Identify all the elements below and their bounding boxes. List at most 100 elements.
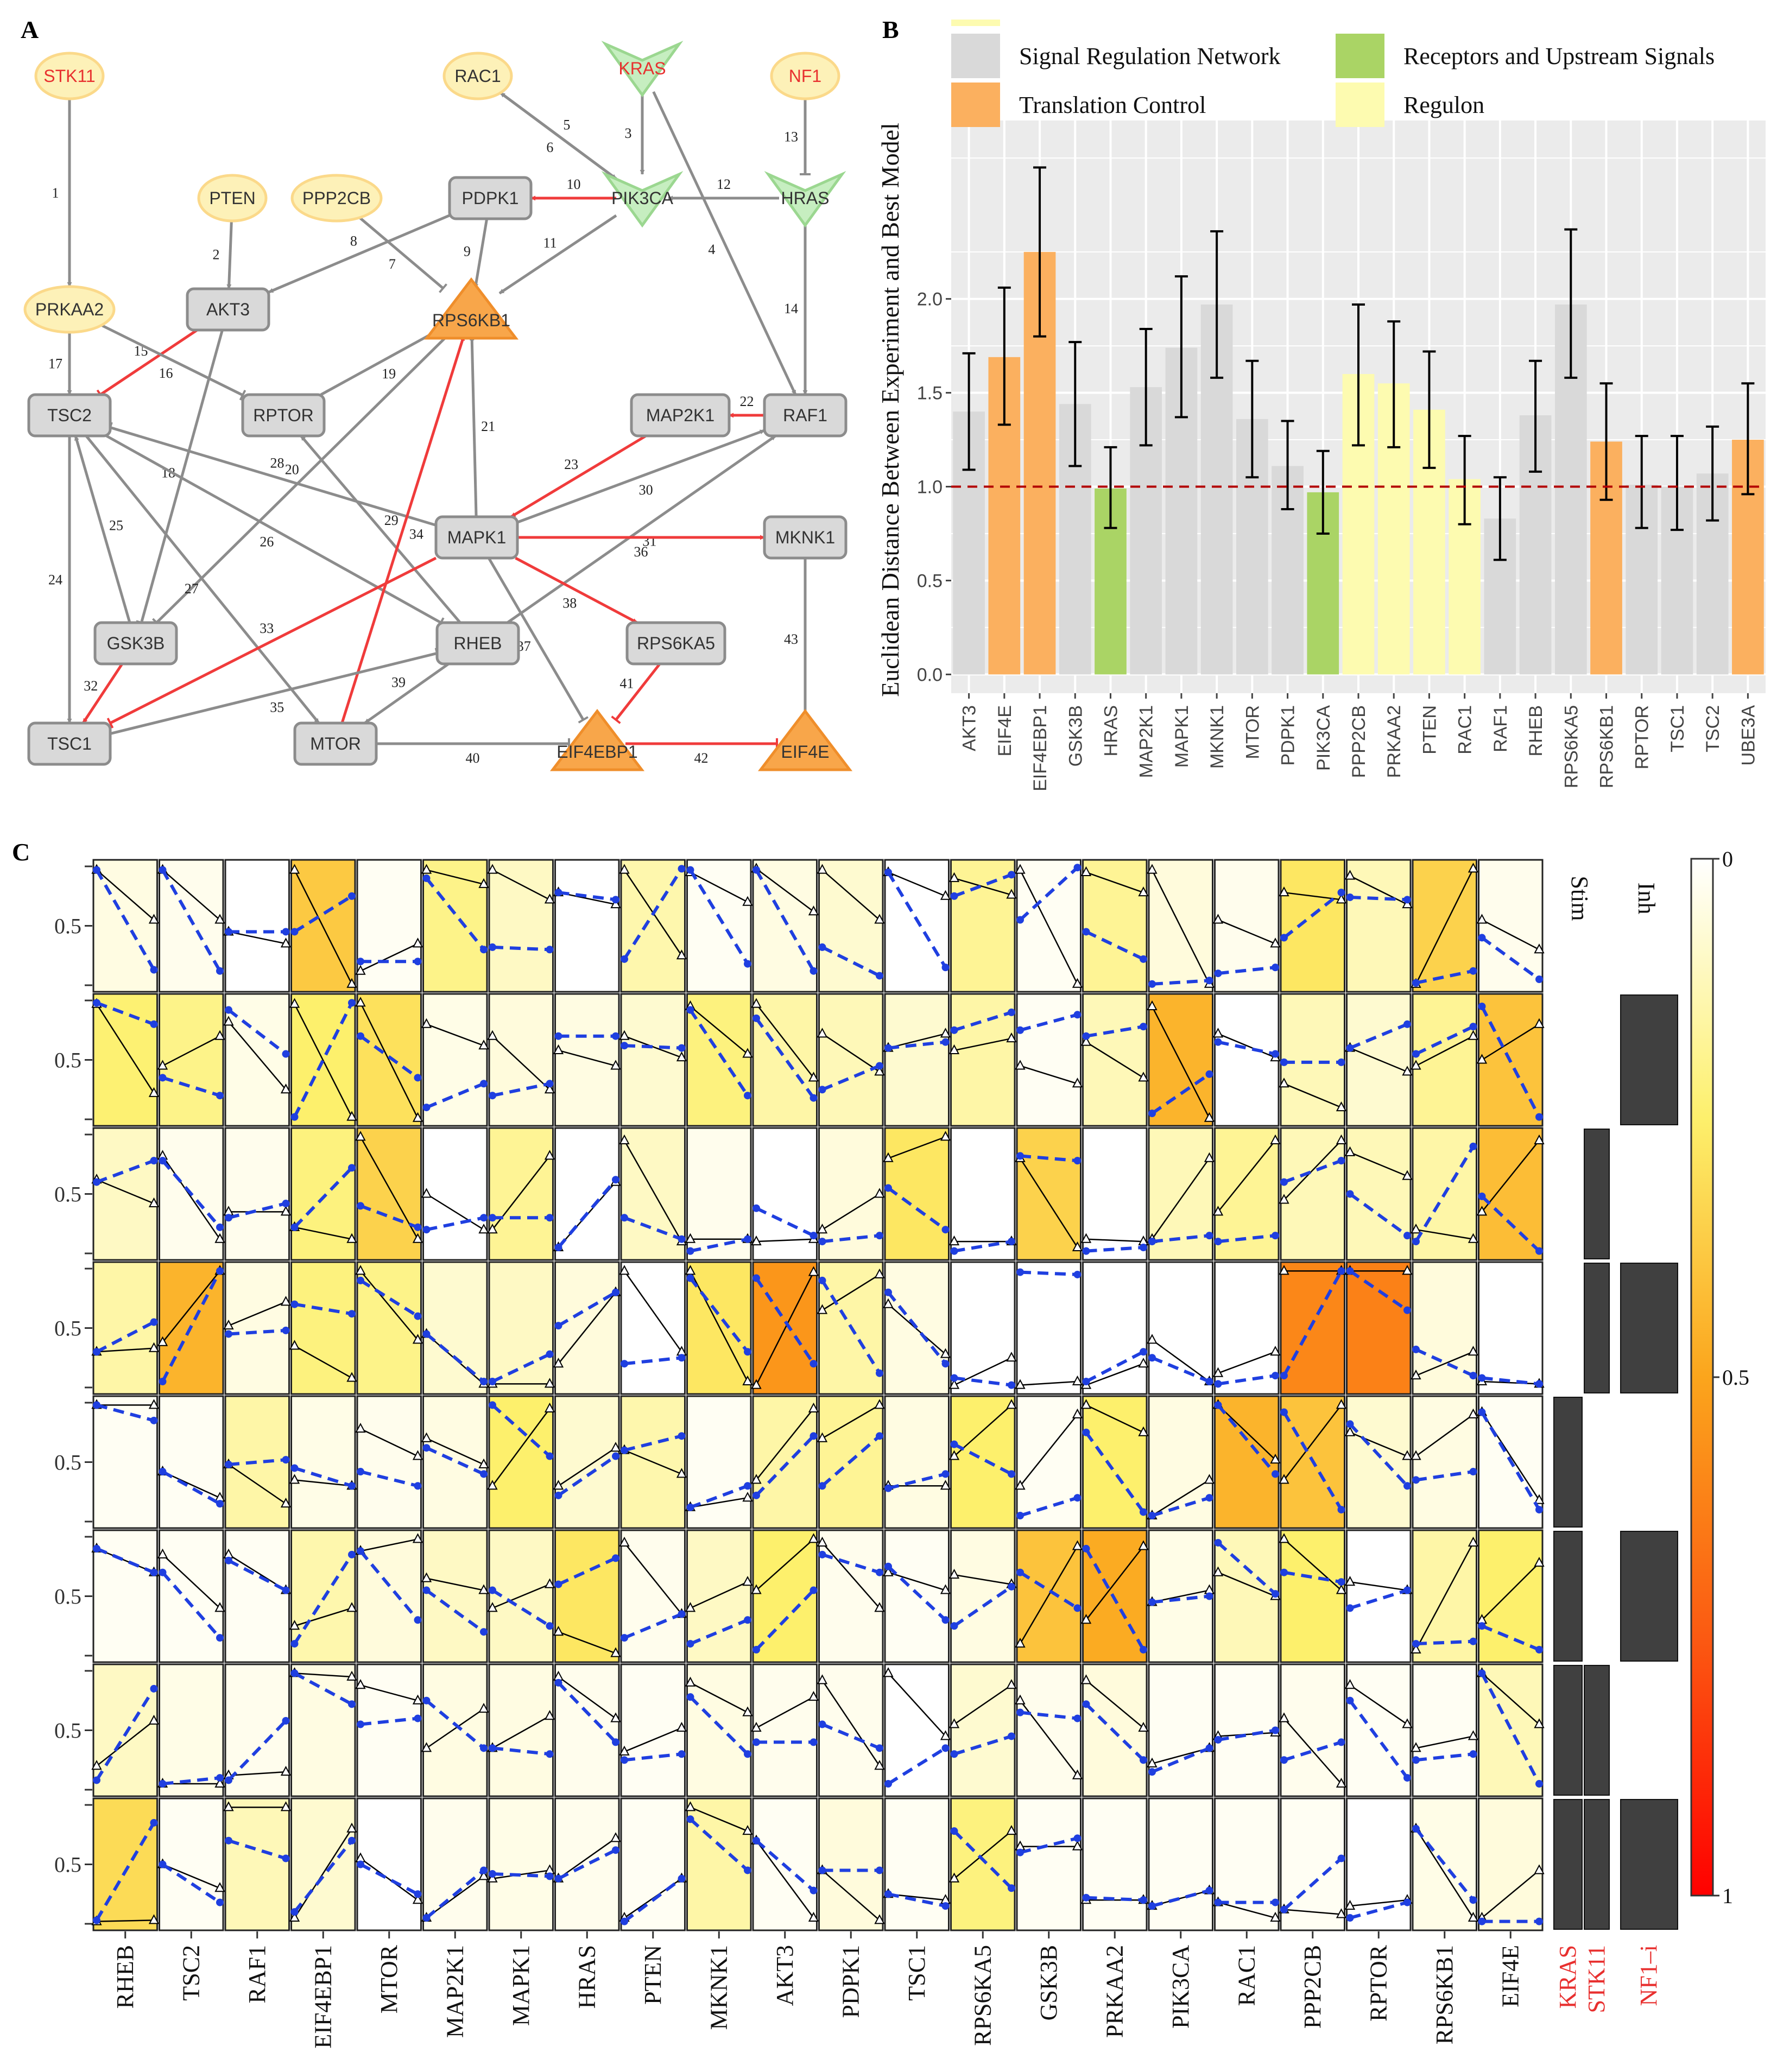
heatmap-cell [619,1663,687,1797]
experiment-point [148,914,160,924]
experiment-point [817,1432,828,1442]
model-point [1148,1902,1156,1910]
experiment-point [1476,1206,1488,1216]
model-line [227,1009,287,1055]
model-line [623,1877,683,1923]
model-point [546,1080,554,1088]
model-point [357,1468,364,1476]
model-point [282,1050,290,1058]
heatmap-cell [1147,1663,1215,1797]
model-point [1205,1070,1213,1078]
experiment-point [676,1051,687,1062]
model-point [422,1444,431,1452]
node-label-mknk1: MKNK1 [775,528,835,547]
heatmap-cell [751,1127,819,1261]
model-line [294,1466,352,1488]
experiment-line [96,1347,154,1353]
experiment-line [623,1140,682,1242]
model-point [93,1776,100,1784]
model-point [678,1044,686,1052]
model-line [425,1869,485,1919]
model-line [359,1204,419,1229]
model-point [489,1401,496,1409]
model-point [1082,1378,1090,1386]
model-point [554,1244,562,1252]
experiment-point [1534,943,1545,954]
experiment-point [610,1060,621,1070]
model-line [162,1776,220,1786]
experiment-point [289,1911,300,1922]
heatmap-cell [948,1797,1017,1931]
experiment-line [1217,1140,1276,1213]
model-point [282,928,290,936]
x-tick-label-rps6kb1: RPS6KB1 [1597,705,1617,788]
model-line [821,1553,880,1574]
experiment-point [1534,1864,1545,1874]
error-bar-rps6kb1 [1599,382,1613,501]
experiment-line [1481,919,1540,951]
model-line [1217,1404,1277,1475]
heatmap-y-tick-label: 0.5 [54,1182,81,1207]
edge-label-8: 8 [350,233,357,249]
experiment-point [940,1348,951,1358]
heatmap-cell [91,1797,160,1931]
model-point [1403,896,1411,904]
heatmap-y-tick-label: 0.5 [54,1048,81,1073]
node-map2k1: MAP2K1 [630,393,731,438]
model-line [1415,1348,1474,1377]
experiment-point [808,905,819,916]
node-label-mapk1: MAPK1 [447,528,506,547]
heatmap-cell [685,1663,753,1797]
heatmap-column-label-gsk3b: GSK3B [1035,1945,1062,2020]
experiment-point [421,1018,432,1028]
error-bar-hras [1104,446,1117,529]
heatmap-cell [1212,993,1281,1127]
model-point [554,889,562,897]
experiment-point [883,1667,894,1677]
experiment-point [355,1265,366,1275]
edge-label-6: 6 [546,140,553,155]
experiment-line [1415,1228,1474,1240]
experiment-line [1020,1414,1078,1487]
experiment-line [1283,1538,1342,1591]
experiment-line [426,1023,484,1047]
model-point [1016,1708,1024,1716]
experiment-line [360,1538,418,1552]
model-point [1214,1538,1222,1547]
model-point [216,1774,224,1782]
heatmap-cell [1411,1261,1479,1395]
experiment-line [426,1875,484,1919]
model-line [1480,1411,1541,1511]
experiment-line [294,1607,352,1627]
heatmap-cell [1015,1663,1083,1797]
experiment-point [478,1040,489,1050]
experiment-line [690,1497,748,1508]
heatmap-cell [948,1529,1017,1663]
model-point [744,1235,751,1243]
experiment-line [558,1837,616,1879]
model-point [1272,964,1279,972]
model-point [489,943,496,951]
model-point [489,1214,496,1222]
heatmap-cell [1476,1797,1545,1931]
condition-bar-nf1i [1620,994,1678,1125]
experiment-point [1080,1674,1092,1684]
model-point [414,1074,422,1082]
experiment-point [817,1028,828,1038]
edge-35 [110,648,440,735]
model-point [1535,975,1543,984]
experiment-point [1204,1474,1215,1484]
model-point [1008,1470,1015,1478]
experiment-line [888,1572,946,1591]
model-point [159,1468,167,1476]
model-point [290,1908,299,1916]
model-point [1148,980,1156,988]
model-line [293,1167,353,1228]
heatmap-cell [619,859,687,993]
experiment-point [412,1533,423,1543]
node-rps6kb1: RPS6KB1 [423,277,519,340]
x-tick-label-rac1: RAC1 [1455,705,1476,755]
experiment-point [553,1626,564,1636]
experiment-point [610,1832,621,1842]
experiment-point [148,1087,160,1097]
